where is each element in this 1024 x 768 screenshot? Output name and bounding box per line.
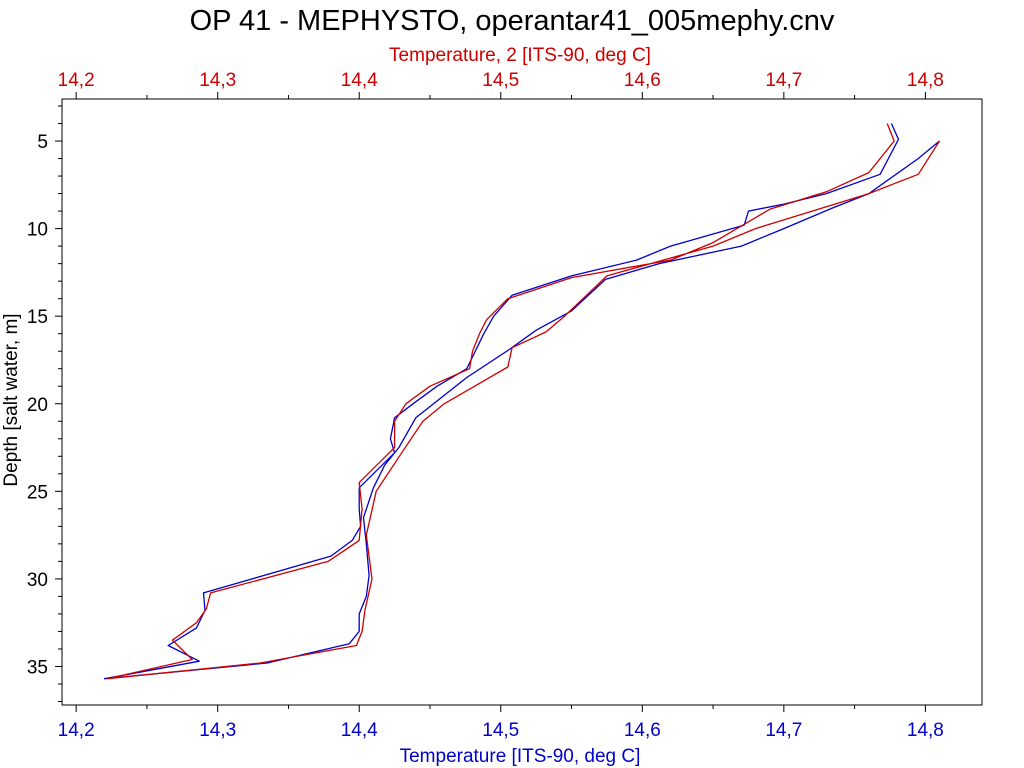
y-tick-label: 5 xyxy=(37,132,48,153)
top-x-tick-label: 14,8 xyxy=(907,70,944,91)
top-x-tick-label: 14,4 xyxy=(341,70,378,91)
series-layer xyxy=(103,123,941,680)
bottom-x-tick-label: 14,2 xyxy=(58,720,95,741)
y-tick-label: 20 xyxy=(27,395,48,416)
y-tick-label: 25 xyxy=(27,482,48,503)
bottom-x-tick-label: 14,7 xyxy=(765,720,802,741)
y-tick-label: 30 xyxy=(27,570,48,591)
bottom-x-tick-label: 14,4 xyxy=(341,720,378,741)
top-x-tick-label: 14,6 xyxy=(624,70,661,91)
top-x-tick-label: 14,3 xyxy=(199,70,236,91)
y-tick-label: 10 xyxy=(27,220,48,241)
ticks-layer: 14,2 14,2 14,3 14,3 14,4 14,4 14,5 14,5 14,6 14,6… xyxy=(27,70,944,741)
bottom-x-tick-label: 14,3 xyxy=(199,720,236,741)
top-x-tick-label: 14,2 xyxy=(58,70,95,91)
top-x-tick-label: 14,5 xyxy=(482,70,519,91)
bottom-x-tick-label: 14,8 xyxy=(907,720,944,741)
y-tick-label: 15 xyxy=(27,307,48,328)
plot-frame xyxy=(61,98,983,706)
temperature-2-series-line xyxy=(106,123,941,680)
y-axis-label: Depth [salt water, m] xyxy=(1,313,22,486)
temperature-series-line xyxy=(103,123,940,680)
y-tick-label: 35 xyxy=(27,657,48,678)
bottom-axis-label: Temperature [ITS-90, deg C] xyxy=(400,746,641,767)
bottom-x-tick-label: 14,6 xyxy=(624,720,661,741)
top-axis-label: Temperature, 2 [ITS-90, deg C] xyxy=(389,45,651,66)
top-x-tick-label: 14,7 xyxy=(765,70,802,91)
bottom-x-tick-label: 14,5 xyxy=(482,720,519,741)
chart-title: OP 41 - MEPHYSTO, operantar41_005mephy.c… xyxy=(190,5,835,37)
